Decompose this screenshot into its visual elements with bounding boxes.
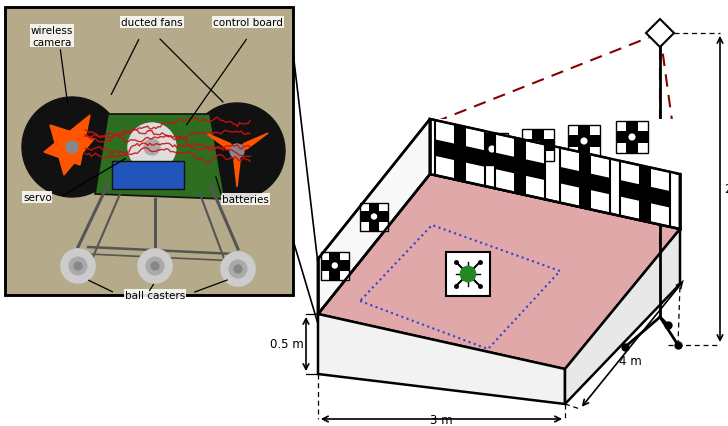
Polygon shape — [646, 20, 674, 48]
Circle shape — [144, 140, 160, 155]
Circle shape — [230, 145, 244, 158]
Polygon shape — [435, 140, 485, 167]
Bar — [5, 8, 293, 295]
Circle shape — [229, 260, 247, 278]
Circle shape — [151, 262, 159, 271]
Polygon shape — [318, 175, 680, 369]
Polygon shape — [620, 181, 670, 208]
Polygon shape — [318, 120, 430, 314]
Bar — [439, 149, 471, 161]
Bar — [476, 134, 508, 166]
Polygon shape — [206, 134, 237, 152]
Text: 4 m: 4 m — [619, 354, 641, 367]
Polygon shape — [579, 153, 591, 210]
Bar — [449, 139, 461, 170]
Bar — [5, 8, 293, 295]
Bar — [616, 132, 648, 144]
Polygon shape — [95, 115, 225, 199]
Bar — [446, 253, 490, 296]
Text: 2.2: 2.2 — [724, 183, 728, 196]
Circle shape — [61, 249, 95, 283]
Text: control board: control board — [213, 18, 283, 28]
Polygon shape — [565, 230, 680, 404]
Bar — [321, 252, 349, 280]
Polygon shape — [50, 126, 94, 176]
Text: ducted fans: ducted fans — [121, 18, 183, 28]
Polygon shape — [454, 125, 466, 182]
Polygon shape — [318, 314, 565, 404]
Text: ball casters: ball casters — [125, 290, 185, 300]
Bar — [360, 212, 388, 222]
Bar — [532, 130, 544, 161]
Bar — [578, 126, 590, 158]
Circle shape — [146, 257, 164, 275]
Bar — [522, 140, 554, 152]
Bar — [439, 139, 471, 170]
Polygon shape — [237, 134, 268, 152]
Polygon shape — [514, 138, 526, 196]
Text: 0.5 m: 0.5 m — [270, 338, 304, 351]
Circle shape — [221, 253, 255, 286]
Polygon shape — [495, 134, 545, 200]
Polygon shape — [560, 148, 610, 214]
Bar — [321, 261, 349, 271]
Bar — [330, 252, 340, 280]
Circle shape — [74, 262, 82, 271]
Polygon shape — [495, 153, 545, 181]
Polygon shape — [639, 166, 651, 223]
Polygon shape — [560, 167, 610, 195]
Polygon shape — [44, 116, 90, 166]
Circle shape — [66, 142, 78, 154]
Circle shape — [69, 257, 87, 275]
Circle shape — [332, 263, 337, 268]
Circle shape — [460, 267, 475, 282]
Circle shape — [452, 152, 458, 158]
Bar — [486, 134, 498, 166]
Bar — [616, 122, 648, 154]
Circle shape — [138, 249, 172, 283]
Circle shape — [189, 104, 285, 199]
Bar — [368, 203, 379, 231]
Circle shape — [489, 147, 495, 153]
Circle shape — [629, 135, 635, 141]
Polygon shape — [435, 121, 485, 187]
Circle shape — [234, 265, 242, 273]
Circle shape — [581, 139, 587, 144]
Polygon shape — [620, 161, 670, 227]
Bar — [476, 144, 508, 156]
Bar — [360, 203, 388, 231]
Circle shape — [535, 143, 541, 149]
Bar — [568, 126, 600, 158]
Polygon shape — [430, 120, 680, 230]
Bar — [626, 122, 638, 154]
Text: wireless
camera: wireless camera — [31, 26, 74, 47]
Bar — [112, 161, 184, 190]
Polygon shape — [234, 152, 240, 187]
Text: batteries: batteries — [222, 195, 269, 204]
Bar — [568, 135, 600, 148]
Text: 3 m: 3 m — [430, 413, 452, 426]
Bar — [430, 120, 680, 175]
Circle shape — [371, 214, 376, 219]
Circle shape — [22, 98, 122, 198]
Text: servo: servo — [23, 193, 52, 202]
Circle shape — [128, 124, 176, 172]
Bar — [522, 130, 554, 161]
